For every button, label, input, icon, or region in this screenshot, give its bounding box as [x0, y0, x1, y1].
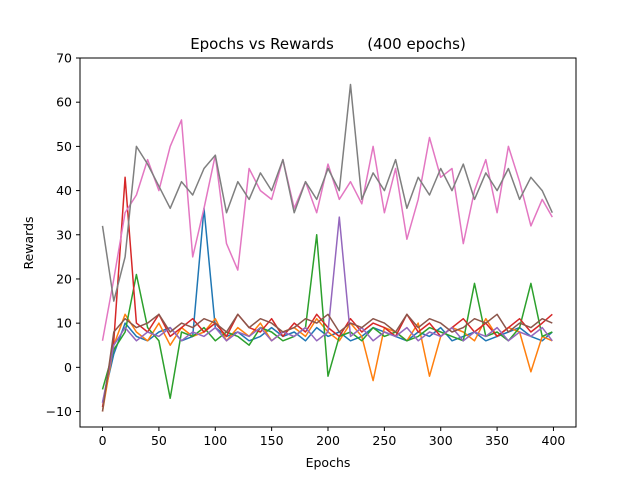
- series-line-7: [101, 119, 553, 341]
- x-axis-label: Epochs: [306, 455, 351, 470]
- y-tick-label: 20: [56, 271, 72, 286]
- y-tick-label: 40: [56, 183, 72, 198]
- y-tick-label: 70: [56, 51, 72, 66]
- x-tick-label: 0: [99, 433, 107, 448]
- x-tick-label: 100: [203, 433, 227, 448]
- x-tick-label: 350: [485, 433, 509, 448]
- series-line-8: [101, 83, 553, 302]
- y-tick-label: 30: [56, 227, 72, 242]
- series-line-3: [101, 234, 553, 400]
- series-line-5: [101, 216, 553, 403]
- y-tick-label: 60: [56, 95, 72, 110]
- y-tick-label: 0: [64, 360, 72, 375]
- series-layer: [101, 83, 553, 412]
- x-tick-label: 50: [151, 433, 167, 448]
- x-axis-ticks: 0 50 100 150 200 250 300 350 400: [99, 427, 566, 448]
- chart-title: Epochs vs Rewards (400 epochs): [190, 35, 466, 53]
- y-tick-label: −10: [46, 404, 72, 419]
- y-tick-label: 50: [56, 139, 72, 154]
- y-axis-label: Rewards: [21, 216, 36, 269]
- x-tick-label: 150: [260, 433, 284, 448]
- y-tick-label: 10: [56, 316, 72, 331]
- x-tick-label: 250: [372, 433, 396, 448]
- series-line-6: [101, 313, 553, 412]
- x-tick-label: 200: [316, 433, 340, 448]
- x-tick-label: 300: [429, 433, 453, 448]
- x-tick-label: 400: [542, 433, 566, 448]
- y-axis-ticks: −10 0 10 20 30 40 50 60 70: [46, 51, 80, 419]
